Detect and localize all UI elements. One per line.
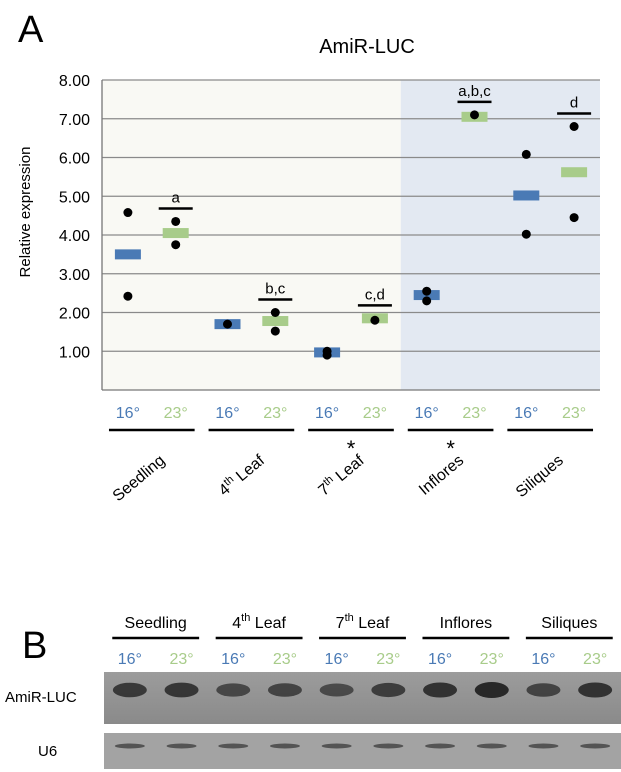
blot-group-label: 7th Leaf bbox=[336, 612, 390, 632]
blot-group-label: Seedling bbox=[125, 615, 187, 632]
temp-label: 23° bbox=[462, 405, 486, 422]
blot-temp-label: 23° bbox=[376, 651, 400, 668]
y-tick-label: 8.00 bbox=[59, 73, 90, 90]
amir-band bbox=[474, 682, 509, 698]
data-point-siliques bbox=[521, 149, 531, 159]
data-point-4th-leaf bbox=[270, 308, 280, 317]
u6-band bbox=[269, 743, 300, 749]
amir-band bbox=[267, 683, 302, 697]
blot-group-label: Siliques bbox=[541, 615, 597, 632]
data-point-4th-leaf bbox=[222, 319, 232, 329]
data-point-seedling bbox=[171, 216, 181, 226]
mean-bar-seedling bbox=[114, 249, 141, 260]
blot-temp-label: 16° bbox=[221, 651, 245, 668]
u6-band bbox=[425, 743, 456, 749]
y-tick-label: 7.00 bbox=[59, 112, 90, 129]
amir-band bbox=[164, 682, 199, 698]
significance-letter: a bbox=[172, 189, 181, 206]
u6-band bbox=[218, 743, 249, 749]
blot-membrane-u6 bbox=[104, 733, 621, 769]
category-label: Inflores bbox=[416, 452, 467, 499]
significance-letter: b,c bbox=[265, 281, 286, 298]
amir-band bbox=[423, 682, 458, 698]
amir-band bbox=[578, 682, 613, 698]
data-point-seedling bbox=[171, 240, 181, 250]
row-label: U6 bbox=[38, 743, 57, 760]
panel-a-letter: A bbox=[18, 9, 44, 51]
northern-blot: AmiR-LUC U6 Seedling 16° 23° 4th Leaf 16° 23° 7t… bbox=[5, 612, 621, 769]
data-point-4th-leaf bbox=[270, 326, 280, 336]
blot-temp-label: 23° bbox=[273, 651, 297, 668]
y-tick-label: 4.00 bbox=[59, 228, 90, 245]
data-point-siliques bbox=[521, 229, 531, 239]
category-label: 7th Leaf bbox=[314, 450, 368, 499]
temp-label: 23° bbox=[263, 405, 287, 422]
temp-label: 16° bbox=[116, 405, 140, 422]
u6-band bbox=[373, 743, 404, 749]
amir-band bbox=[526, 683, 561, 697]
plot-area: 8.00 7.00 6.00 5.00 4.00 3.00 2.00 1.00 a 16° 23° S… bbox=[59, 73, 600, 505]
blot-temp-label: 16° bbox=[118, 651, 142, 668]
temp-label: 16° bbox=[215, 405, 239, 422]
y-tick-label: 3.00 bbox=[59, 267, 90, 284]
data-point-seedling bbox=[123, 291, 133, 301]
mean-bar-4th-leaf bbox=[262, 316, 289, 327]
temp-label: 23° bbox=[562, 405, 586, 422]
asterisk: * bbox=[347, 436, 356, 461]
u6-band bbox=[166, 743, 197, 749]
y-tick-label: 2.00 bbox=[59, 306, 90, 323]
mean-bar-siliques bbox=[513, 190, 540, 201]
blot-temp-label: 16° bbox=[531, 651, 555, 668]
blot-group-label: Inflores bbox=[440, 615, 492, 632]
u6-band bbox=[580, 743, 611, 749]
category-label: Seedling bbox=[110, 452, 169, 505]
u6-band bbox=[114, 743, 145, 749]
data-point-seedling bbox=[123, 208, 133, 218]
blot-group-label: 4th Leaf bbox=[232, 612, 286, 632]
blot-temp-label: 23° bbox=[583, 651, 607, 668]
amir-band bbox=[371, 682, 406, 698]
data-point-7th-leaf bbox=[322, 350, 332, 360]
panel-b-letter: B bbox=[22, 625, 47, 667]
significance-letter: c,d bbox=[365, 286, 385, 303]
mean-bar-seedling bbox=[162, 228, 189, 239]
blot-temp-label: 16° bbox=[325, 651, 349, 668]
chart-title: AmiR-LUC bbox=[319, 36, 415, 58]
significance-letter: d bbox=[570, 95, 578, 112]
blot-temp-label: 23° bbox=[169, 651, 193, 668]
blot-temp-label: 16° bbox=[428, 651, 452, 668]
data-point-7th-leaf bbox=[370, 315, 380, 325]
mean-bar-siliques bbox=[561, 167, 588, 178]
temp-label: 23° bbox=[164, 405, 188, 422]
data-point-siliques bbox=[569, 122, 579, 131]
temp-label: 23° bbox=[363, 405, 387, 422]
u6-band bbox=[321, 743, 352, 749]
y-tick-label: 1.00 bbox=[59, 344, 90, 361]
category-label: 4th Leaf bbox=[215, 450, 269, 499]
row-label: AmiR-LUC bbox=[5, 689, 77, 706]
amir-band bbox=[319, 683, 354, 697]
category-label: Siliques bbox=[513, 452, 567, 501]
data-point-siliques bbox=[569, 213, 579, 223]
u6-band bbox=[528, 743, 559, 749]
data-point-inflores bbox=[422, 296, 432, 306]
data-point-inflores bbox=[422, 286, 432, 296]
y-axis-label: Relative expression bbox=[17, 147, 34, 278]
amir-band bbox=[112, 682, 147, 698]
temp-label: 16° bbox=[315, 405, 339, 422]
temp-label: 16° bbox=[415, 405, 439, 422]
u6-band bbox=[476, 743, 507, 749]
data-point-inflores bbox=[470, 110, 480, 120]
temp-label: 16° bbox=[514, 405, 538, 422]
y-tick-label: 5.00 bbox=[59, 189, 90, 206]
amir-band bbox=[216, 683, 251, 697]
significance-letter: a,b,c bbox=[458, 83, 491, 100]
y-tick-label: 6.00 bbox=[59, 151, 90, 168]
asterisk: * bbox=[446, 436, 455, 461]
blot-membrane-amir bbox=[104, 672, 621, 724]
blot-temp-label: 23° bbox=[480, 651, 504, 668]
